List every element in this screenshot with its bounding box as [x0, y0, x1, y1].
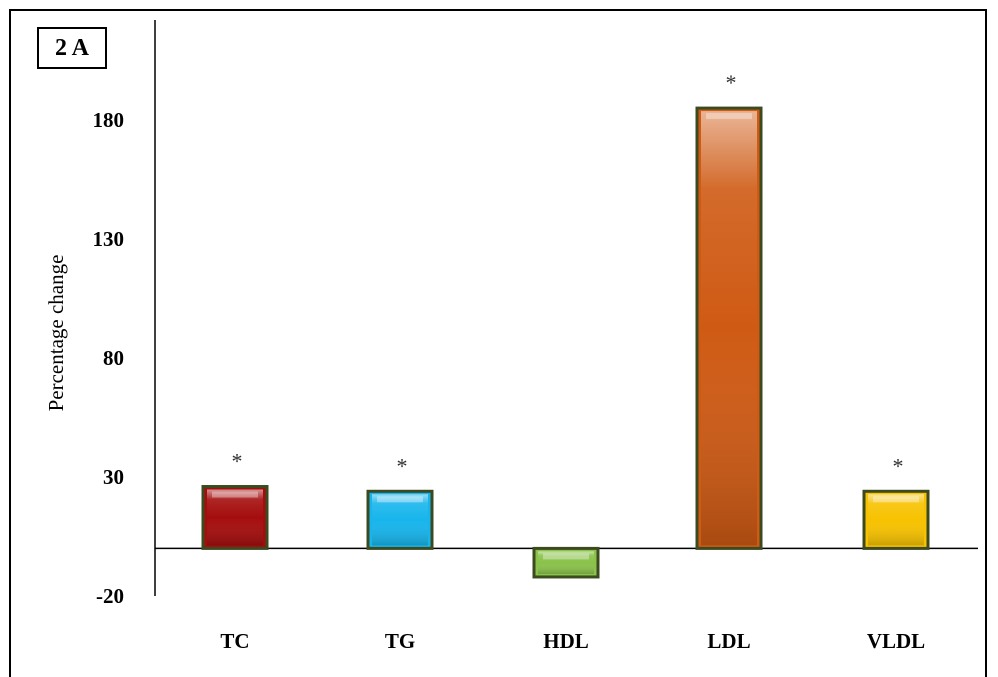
bar-tg [366, 489, 434, 550]
significance-marker: * [893, 453, 904, 478]
y-axis-label: Percentage change [44, 255, 68, 412]
category-label: LDL [707, 629, 750, 653]
category-label: VLDL [867, 629, 925, 653]
y-tick-label: 80 [103, 346, 124, 370]
y-tick-label: 30 [103, 465, 124, 489]
y-tick-label: 130 [93, 227, 125, 251]
figure-frame [9, 9, 987, 677]
y-tick-label: -20 [96, 584, 124, 608]
bar-vldl [862, 489, 930, 550]
significance-marker: * [232, 449, 243, 474]
significance-marker: * [397, 453, 408, 478]
category-label: TG [385, 629, 415, 653]
category-label: HDL [543, 629, 589, 653]
bar-tc [201, 485, 269, 550]
significance-marker: * [726, 70, 737, 95]
bar-hdl [532, 546, 600, 579]
category-label: TC [220, 629, 249, 653]
panel-label: 2 A [37, 27, 107, 69]
bar-ldl [695, 106, 763, 550]
y-tick-label: 180 [93, 108, 125, 132]
